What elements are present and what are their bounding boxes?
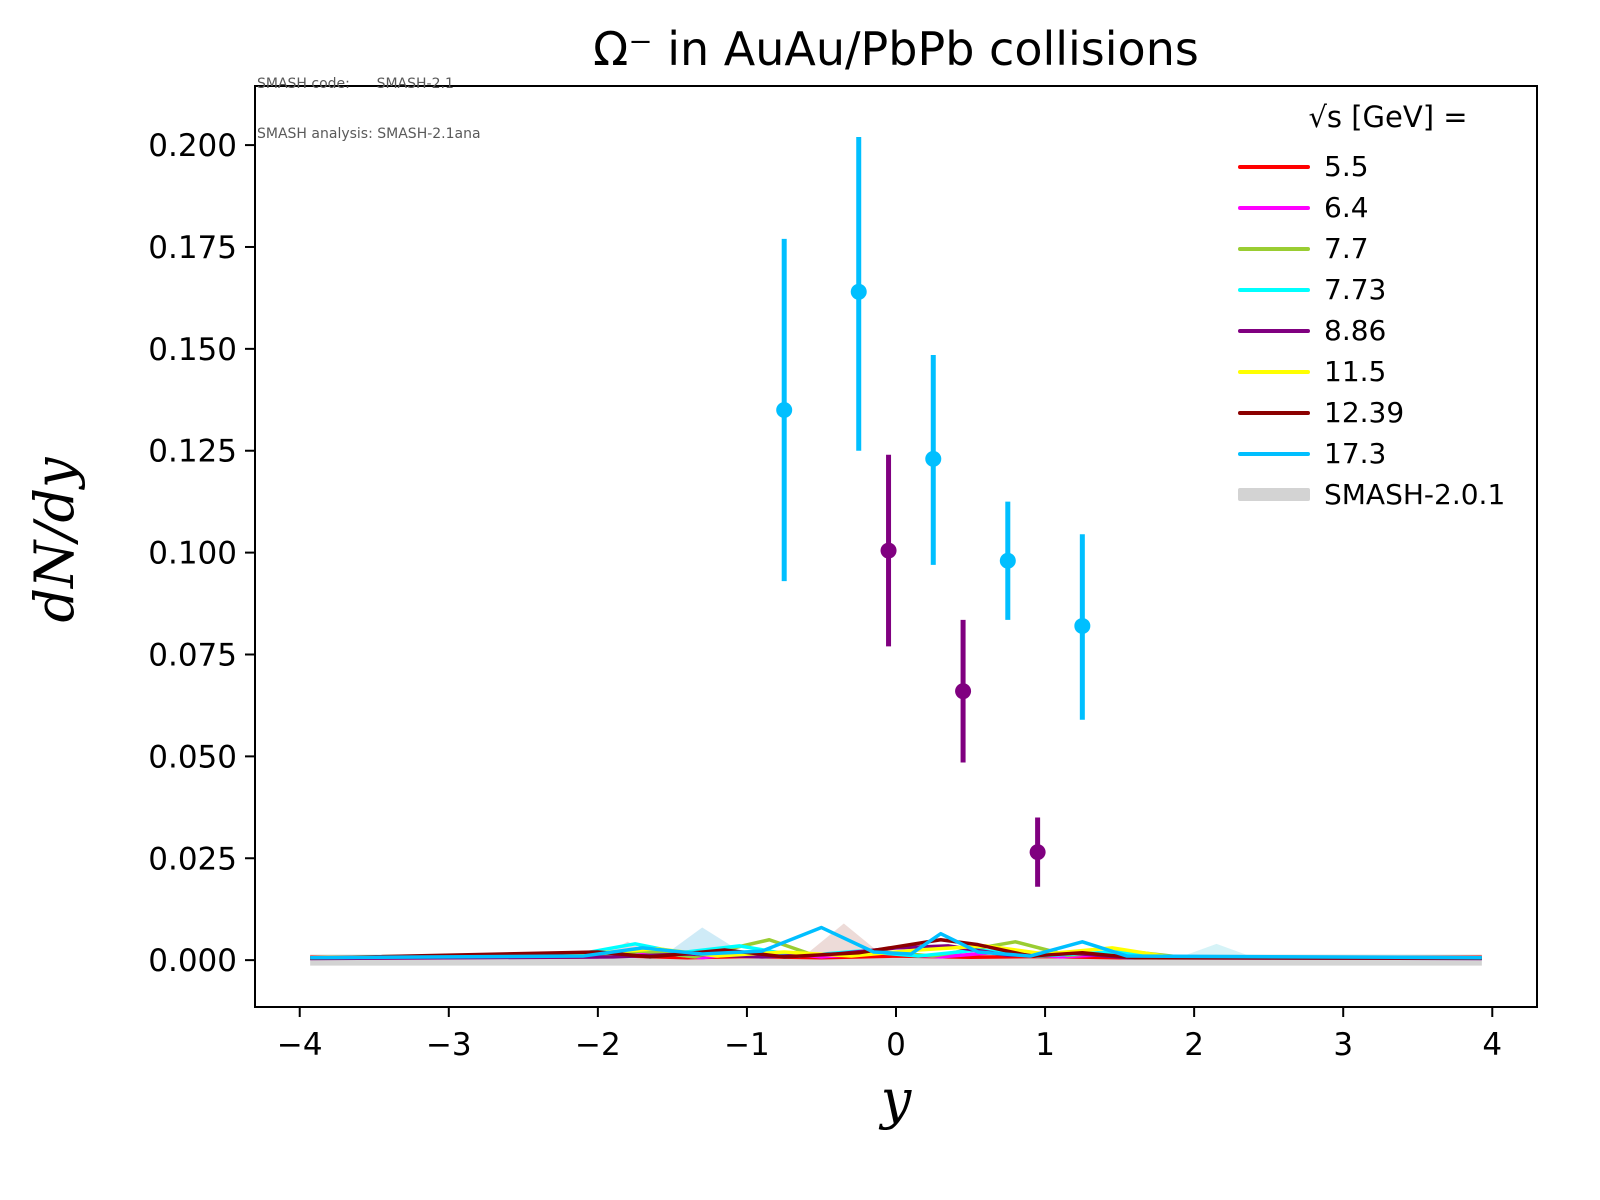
y-tick-label: 0.075 — [148, 637, 237, 673]
legend-swatch — [1238, 164, 1310, 169]
legend-label: SMASH-2.0.1 — [1324, 478, 1506, 511]
y-axis-ticks: 0.000 0.025 0.050 0.075 0.100 0.125 0.150 0.175… — [148, 128, 255, 979]
legend-entry: 11.5 — [1238, 351, 1538, 392]
data-point-marker — [776, 401, 793, 418]
y-tick-label: 0.025 — [148, 841, 237, 877]
legend-label: 8.86 — [1324, 314, 1387, 347]
data-point-marker — [925, 450, 942, 467]
legend-label: 6.4 — [1324, 191, 1369, 224]
y-tick-label: 0.125 — [148, 434, 237, 470]
x-tick-label: −4 — [277, 1027, 323, 1063]
y-axis-label: dN/dy — [23, 457, 86, 623]
legend-entry: 7.73 — [1238, 269, 1538, 310]
y-tick-label: 0.000 — [148, 943, 237, 979]
legend-entry: 12.39 — [1238, 392, 1538, 433]
legend-entry: SMASH-2.0.1 — [1238, 474, 1538, 515]
data-point-marker — [1029, 844, 1046, 861]
legend-label: 5.5 — [1324, 150, 1369, 183]
data-point-marker — [850, 283, 867, 300]
legend-swatch — [1238, 410, 1310, 415]
series-line-17.3 — [310, 925, 1482, 960]
x-tick-label: 3 — [1333, 1027, 1353, 1063]
legend: √s [GeV] = 5.5 6.4 7.7 7.73 8.86 11.5 12.39 17.… — [1238, 100, 1538, 515]
x-tick-label: 2 — [1184, 1027, 1204, 1063]
data-point-marker — [880, 542, 897, 559]
legend-swatch — [1238, 328, 1310, 333]
legend-entry: 17.3 — [1238, 433, 1538, 474]
legend-label: 7.73 — [1324, 273, 1387, 306]
legend-entry: 8.86 — [1238, 310, 1538, 351]
x-tick-label: 1 — [1035, 1027, 1055, 1063]
data-point-marker — [999, 552, 1016, 569]
legend-swatch — [1238, 287, 1310, 292]
legend-swatch — [1238, 451, 1310, 456]
legend-entry: 5.5 — [1238, 146, 1538, 187]
watermark: SMASH code: SMASH-2.1 SMASH analysis: SM… — [257, 42, 481, 176]
x-tick-label: 0 — [886, 1027, 906, 1063]
x-tick-label: 4 — [1482, 1027, 1502, 1063]
errorbar-series-8.86 — [880, 454, 1046, 887]
x-tick-label: −1 — [724, 1027, 770, 1063]
watermark-line-2: SMASH analysis: SMASH-2.1ana — [257, 125, 481, 142]
y-tick-label: 0.050 — [148, 739, 237, 775]
legend-swatch — [1238, 488, 1310, 501]
data-point-marker — [955, 683, 972, 700]
legend-swatch — [1238, 205, 1310, 210]
legend-label: 11.5 — [1324, 355, 1387, 388]
legend-label: 17.3 — [1324, 437, 1387, 470]
y-tick-label: 0.150 — [148, 332, 237, 368]
series-line-12.39 — [310, 938, 1482, 960]
y-tick-label: 0.175 — [148, 230, 237, 266]
legend-label: 12.39 — [1324, 396, 1405, 429]
watermark-line-1: SMASH code: SMASH-2.1 — [257, 75, 454, 92]
legend-title: √s [GeV] = — [1308, 100, 1468, 134]
legend-label: 7.7 — [1324, 232, 1369, 265]
legend-entry: 7.7 — [1238, 228, 1538, 269]
chart-title: Ω⁻ in AuAu/PbPb collisions — [593, 22, 1199, 76]
x-tick-label: −2 — [575, 1027, 621, 1063]
y-tick-label: 0.100 — [148, 536, 237, 572]
legend-entry: 6.4 — [1238, 187, 1538, 228]
legend-swatch — [1238, 369, 1310, 374]
legend-swatch — [1238, 246, 1310, 251]
x-axis-ticks: −4 −3 −2 −1 0 1 2 3 4 — [277, 1007, 1502, 1063]
x-axis-label: y — [880, 1068, 912, 1131]
data-point-marker — [1074, 617, 1091, 634]
x-tick-label: −3 — [426, 1027, 472, 1063]
errorbar-series-17.3 — [776, 136, 1091, 720]
y-tick-label: 0.200 — [148, 128, 237, 164]
